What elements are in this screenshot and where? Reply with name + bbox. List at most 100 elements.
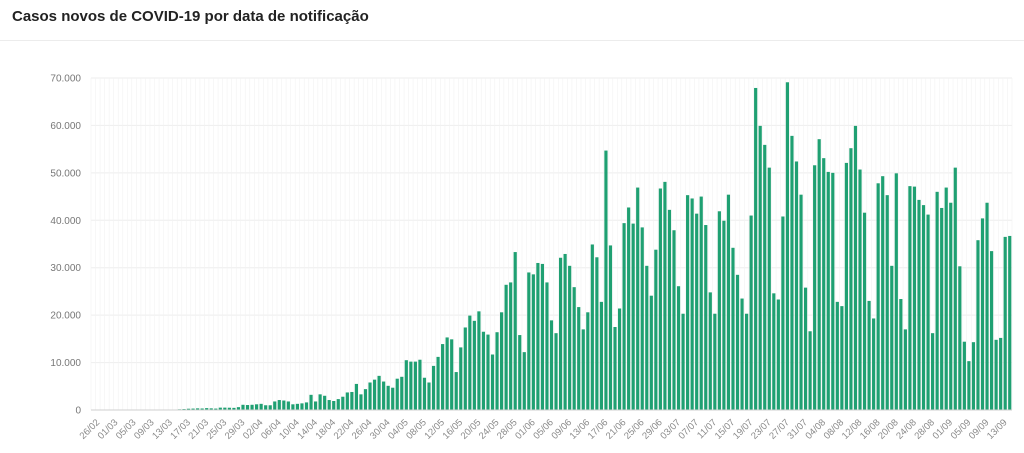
- bar[interactable]: [958, 266, 962, 410]
- bar[interactable]: [554, 333, 558, 410]
- bar[interactable]: [386, 385, 390, 410]
- bar[interactable]: [586, 312, 590, 410]
- bar[interactable]: [590, 244, 594, 410]
- bar[interactable]: [853, 125, 858, 410]
- bar[interactable]: [989, 251, 994, 410]
- bar[interactable]: [867, 300, 871, 410]
- bar[interactable]: [509, 282, 513, 410]
- bar[interactable]: [454, 372, 458, 410]
- bar[interactable]: [617, 308, 622, 410]
- bar[interactable]: [431, 365, 436, 410]
- bar[interactable]: [599, 301, 603, 410]
- bar[interactable]: [640, 227, 644, 410]
- bar[interactable]: [536, 262, 540, 410]
- bar[interactable]: [445, 337, 449, 410]
- bar[interactable]: [881, 176, 885, 410]
- bar[interactable]: [921, 205, 926, 410]
- bar[interactable]: [450, 339, 454, 410]
- bar[interactable]: [522, 352, 526, 410]
- bar[interactable]: [359, 394, 363, 410]
- bar[interactable]: [803, 287, 808, 410]
- bar[interactable]: [264, 405, 268, 410]
- bar[interactable]: [953, 167, 957, 410]
- bar[interactable]: [527, 272, 531, 410]
- bar[interactable]: [976, 240, 980, 410]
- bar[interactable]: [236, 407, 241, 410]
- bar[interactable]: [545, 282, 549, 410]
- bar[interactable]: [763, 144, 767, 411]
- bar[interactable]: [608, 245, 613, 410]
- bar[interactable]: [205, 408, 209, 410]
- bar[interactable]: [259, 403, 263, 410]
- bar[interactable]: [513, 252, 517, 410]
- bar[interactable]: [336, 399, 340, 410]
- bar[interactable]: [940, 207, 944, 410]
- bar[interactable]: [627, 207, 631, 410]
- bar[interactable]: [622, 223, 626, 410]
- bar[interactable]: [658, 188, 662, 410]
- bar[interactable]: [681, 313, 685, 410]
- bar[interactable]: [862, 212, 867, 410]
- bar[interactable]: [186, 408, 191, 410]
- bar[interactable]: [844, 162, 848, 410]
- bar[interactable]: [209, 408, 213, 410]
- bar[interactable]: [663, 181, 667, 410]
- bar[interactable]: [717, 211, 721, 410]
- bar[interactable]: [980, 218, 985, 410]
- bar[interactable]: [808, 331, 812, 410]
- bar[interactable]: [686, 195, 690, 410]
- bar[interactable]: [890, 265, 894, 410]
- bar[interactable]: [772, 293, 776, 410]
- bar[interactable]: [726, 194, 731, 410]
- bar[interactable]: [323, 395, 327, 410]
- bar[interactable]: [368, 382, 372, 410]
- bar[interactable]: [776, 299, 780, 410]
- bar[interactable]: [1008, 235, 1012, 410]
- bar[interactable]: [286, 401, 290, 410]
- bar[interactable]: [935, 191, 939, 410]
- bar[interactable]: [799, 194, 803, 410]
- bar[interactable]: [581, 329, 585, 410]
- bar[interactable]: [241, 404, 245, 410]
- bar[interactable]: [472, 320, 476, 410]
- bar[interactable]: [372, 379, 377, 410]
- bar[interactable]: [595, 257, 599, 410]
- bar[interactable]: [196, 408, 200, 410]
- bar[interactable]: [191, 408, 195, 410]
- bar[interactable]: [767, 167, 771, 410]
- bar[interactable]: [459, 347, 463, 410]
- bar[interactable]: [604, 150, 608, 410]
- bar[interactable]: [840, 306, 844, 410]
- bar[interactable]: [649, 295, 653, 410]
- bar[interactable]: [944, 187, 948, 410]
- bar[interactable]: [903, 329, 907, 410]
- bar[interactable]: [858, 169, 862, 410]
- bar[interactable]: [876, 183, 880, 410]
- bar[interactable]: [613, 327, 617, 410]
- bar[interactable]: [749, 215, 753, 410]
- bar[interactable]: [350, 391, 354, 410]
- bar[interactable]: [731, 247, 735, 410]
- bar[interactable]: [971, 342, 976, 410]
- bar[interactable]: [304, 402, 309, 410]
- bar[interactable]: [568, 265, 572, 410]
- bar[interactable]: [300, 403, 304, 410]
- bar[interactable]: [785, 82, 790, 411]
- bar[interactable]: [645, 265, 649, 410]
- bar[interactable]: [917, 199, 921, 410]
- bar[interactable]: [255, 404, 259, 410]
- bar[interactable]: [667, 209, 672, 410]
- bar[interactable]: [391, 387, 395, 410]
- bar[interactable]: [463, 327, 467, 410]
- bar[interactable]: [813, 165, 817, 410]
- bar[interactable]: [504, 284, 508, 410]
- bar[interactable]: [563, 253, 567, 410]
- bar[interactable]: [495, 332, 499, 410]
- bar[interactable]: [967, 361, 971, 410]
- bar[interactable]: [758, 125, 762, 410]
- bar[interactable]: [327, 400, 331, 410]
- bar[interactable]: [699, 196, 703, 410]
- bar[interactable]: [826, 171, 830, 410]
- bar[interactable]: [345, 392, 349, 410]
- bar[interactable]: [794, 161, 799, 410]
